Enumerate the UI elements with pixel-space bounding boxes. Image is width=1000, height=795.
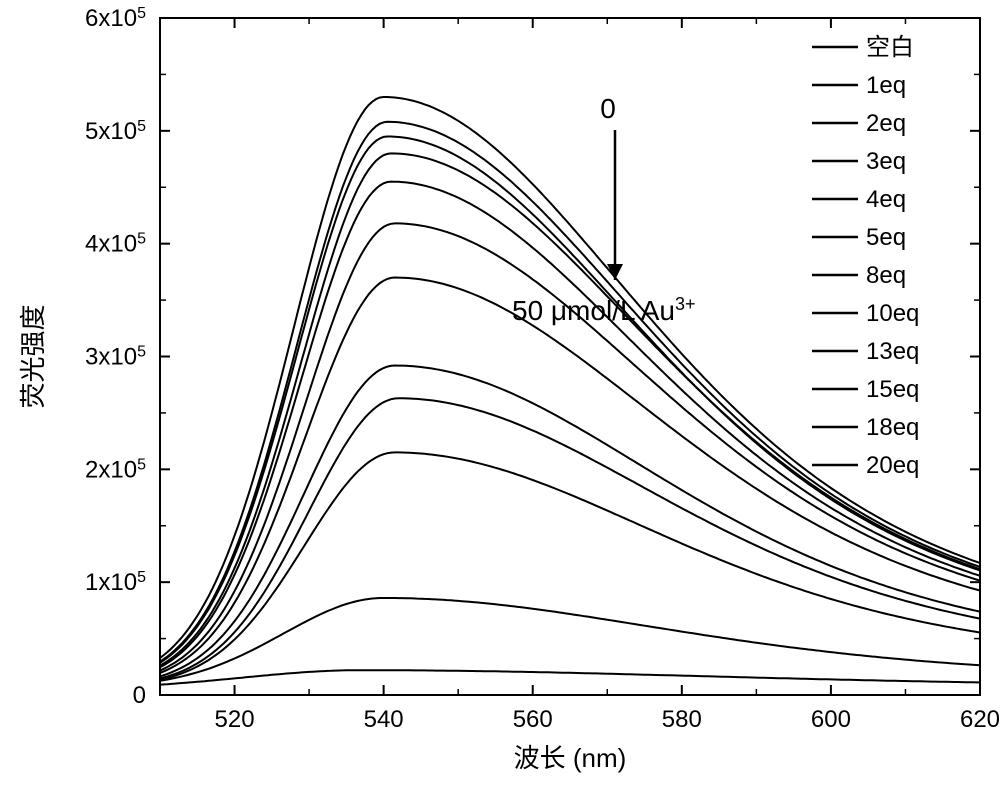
y-tick-label: 1x105 — [85, 569, 146, 597]
legend-label: 13eq — [866, 338, 919, 365]
x-tick-label: 580 — [662, 706, 702, 733]
legend-label: 空白 — [866, 34, 914, 61]
series-1eq — [160, 122, 980, 662]
y-tick-label: 3x105 — [85, 343, 146, 371]
legend-label: 3eq — [866, 148, 906, 175]
series-18eq — [160, 598, 980, 681]
y-axis-label: 荧光强度 — [18, 304, 48, 408]
legend-label: 1eq — [866, 72, 906, 99]
series-3eq — [160, 153, 980, 665]
x-axis-label: 波长 (nm) — [514, 743, 627, 773]
legend-label: 18eq — [866, 414, 919, 441]
y-tick-label: 6x105 — [85, 5, 146, 33]
x-tick-label: 520 — [215, 706, 255, 733]
legend-label: 15eq — [866, 376, 919, 403]
legend-label: 8eq — [866, 262, 906, 289]
annot-bottom: 50 μmol/L Au3+ — [512, 294, 696, 326]
x-tick-label: 560 — [513, 706, 553, 733]
x-tick-label: 600 — [811, 706, 851, 733]
series-空白 — [160, 97, 980, 658]
y-tick-label: 0 — [133, 682, 146, 709]
legend-label: 4eq — [866, 186, 906, 213]
plot-frame — [160, 18, 980, 695]
y-tick-label: 5x105 — [85, 117, 146, 145]
y-tick-label: 2x105 — [85, 456, 146, 484]
chart-container: 520 540 560 580 600 620 0 1x105 2x105 3x105 4x105 5… — [0, 0, 1000, 795]
series-20eq — [160, 670, 980, 685]
legend-label: 2eq — [866, 110, 906, 137]
series-15eq — [160, 452, 980, 679]
x-tick-label: 620 — [960, 706, 1000, 733]
x-tick-label: 540 — [364, 706, 404, 733]
annot-top: 0 — [600, 93, 616, 124]
legend-label: 5eq — [866, 224, 906, 251]
spectra-chart: 520 540 560 580 600 620 0 1x105 2x105 3x105 4x105 5… — [0, 0, 1000, 795]
y-tick-label: 4x105 — [85, 230, 146, 258]
legend-label: 20eq — [866, 452, 919, 479]
legend-label: 10eq — [866, 300, 919, 327]
series-10eq — [160, 366, 980, 677]
